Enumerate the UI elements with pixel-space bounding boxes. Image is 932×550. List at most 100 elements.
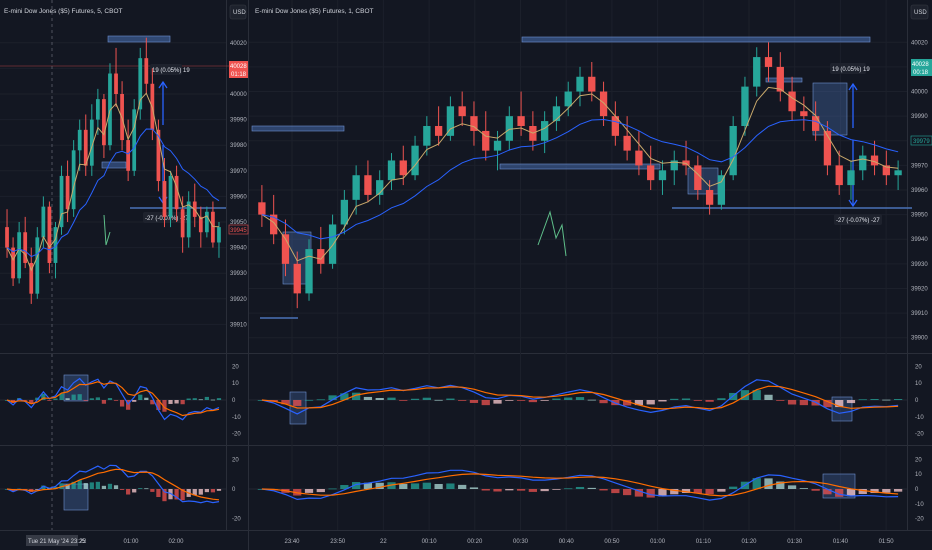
histogram-bar (481, 400, 490, 406)
price-tick-label: 40000 (911, 90, 928, 96)
candle-body (741, 86, 749, 126)
histogram-bar (340, 393, 349, 400)
histogram-bar (363, 482, 373, 489)
candle-body (198, 216, 203, 233)
wave-marker (103, 214, 111, 246)
indicator-tick-label: -20 (915, 517, 924, 523)
histogram-bar (410, 398, 420, 400)
candle-body (65, 175, 70, 210)
left-price-axis[interactable]: 4002040010400003999039980399703996039950… (230, 41, 247, 523)
histogram-bar (505, 400, 514, 401)
histogram-bar (144, 488, 149, 490)
time-label: 00:10 (422, 539, 438, 545)
indicator-tick-label: 0 (915, 487, 919, 493)
price-tick-label: 39970 (230, 169, 247, 175)
price-tick-label: 39950 (911, 213, 928, 219)
histogram-bar (210, 399, 216, 401)
candle-body (788, 91, 796, 112)
histogram-bar (823, 489, 832, 495)
histogram-bar (658, 489, 667, 497)
histogram-bar (375, 398, 384, 400)
candle-body (458, 106, 466, 117)
zone-left-indicator (63, 374, 89, 402)
histogram-bar (156, 400, 161, 411)
measure-up-head (158, 80, 168, 89)
candle-body (89, 119, 94, 166)
indicator-tick-label: 0 (232, 487, 236, 493)
candle-body (870, 155, 879, 166)
histogram-bar (893, 489, 903, 492)
histogram-bar (198, 489, 203, 495)
indicator-tick-label: -10 (915, 415, 924, 421)
histogram-bar (764, 478, 773, 489)
histogram-bar (446, 398, 455, 400)
histogram-bar (681, 398, 691, 400)
candle-body (446, 106, 455, 136)
histogram-bar (363, 396, 373, 400)
candle-body (71, 150, 76, 210)
indicator-tick-label: -10 (915, 502, 924, 508)
candle-body (753, 57, 761, 87)
histogram-bar (328, 395, 337, 400)
histogram-bar (729, 486, 738, 489)
histogram-bar (23, 400, 28, 401)
candle-body (305, 249, 313, 294)
candle-body (41, 206, 46, 238)
indicator-tick-label: 20 (915, 457, 922, 463)
price-tick-label: 39960 (911, 188, 928, 194)
left-current-price-time: 01:18 (231, 72, 247, 78)
indicator-tick-label: -10 (232, 415, 241, 421)
right-currency-button[interactable]: USD (914, 10, 927, 16)
histogram-bar (180, 400, 185, 405)
candle-body (505, 116, 513, 141)
right-time-axis[interactable]: 23:40 23:50 22 00:10 00:20 00:30 00:40 00:50 01:… (284, 539, 894, 545)
histogram-bar (156, 489, 161, 498)
histogram-bar (53, 398, 58, 400)
histogram-bar (623, 489, 632, 496)
histogram-bar (776, 400, 785, 401)
price-tick-label: 39990 (911, 114, 928, 120)
histogram-bar (528, 489, 537, 492)
histogram-bar (422, 482, 431, 489)
histogram-bar (552, 398, 561, 400)
left-macd-line (6, 377, 220, 421)
histogram-bar (870, 489, 879, 494)
candles-left (5, 37, 221, 304)
measure-up-label-right: 19 (0.05%) 19 (832, 67, 870, 73)
candle-body (35, 237, 40, 294)
histogram-bar (65, 484, 70, 489)
histogram-bar (89, 398, 94, 400)
candle-body (281, 234, 290, 264)
left-signal-line (6, 381, 220, 417)
histogram-bar (132, 489, 137, 493)
right-measure[interactable]: 19 (0.05%) 19 -27 (-0.07%) -27 (537, 63, 882, 257)
candle-body (647, 165, 655, 181)
candle-body (77, 129, 82, 151)
histogram-bar (41, 485, 46, 489)
candle-body (180, 209, 185, 238)
candle-body (23, 232, 28, 263)
time-label: 01:40 (833, 539, 849, 545)
left-currency-button[interactable]: USD (233, 10, 246, 16)
histogram-bar (705, 400, 714, 402)
candle-body (434, 126, 443, 136)
histogram-bar (670, 398, 679, 400)
price-tick-label: 39900 (911, 336, 928, 342)
price-tick-label: 39950 (230, 220, 247, 226)
histogram-bar (552, 489, 561, 490)
histogram-bar (119, 400, 125, 407)
histogram-bar (623, 400, 632, 406)
histogram-bar (434, 483, 443, 489)
indicator-tick-label: 20 (232, 457, 239, 463)
histogram-bar (681, 489, 691, 494)
candle-body (623, 135, 631, 151)
histogram-bar (564, 488, 573, 490)
histogram-bar (787, 400, 797, 405)
candle-body (847, 170, 855, 186)
histogram-bar (469, 487, 479, 489)
histogram-bar (174, 489, 179, 500)
right-chart-title: E-mini Dow Jones ($5) Futures, 1, CBOT (255, 8, 374, 15)
candle-body (564, 91, 572, 107)
